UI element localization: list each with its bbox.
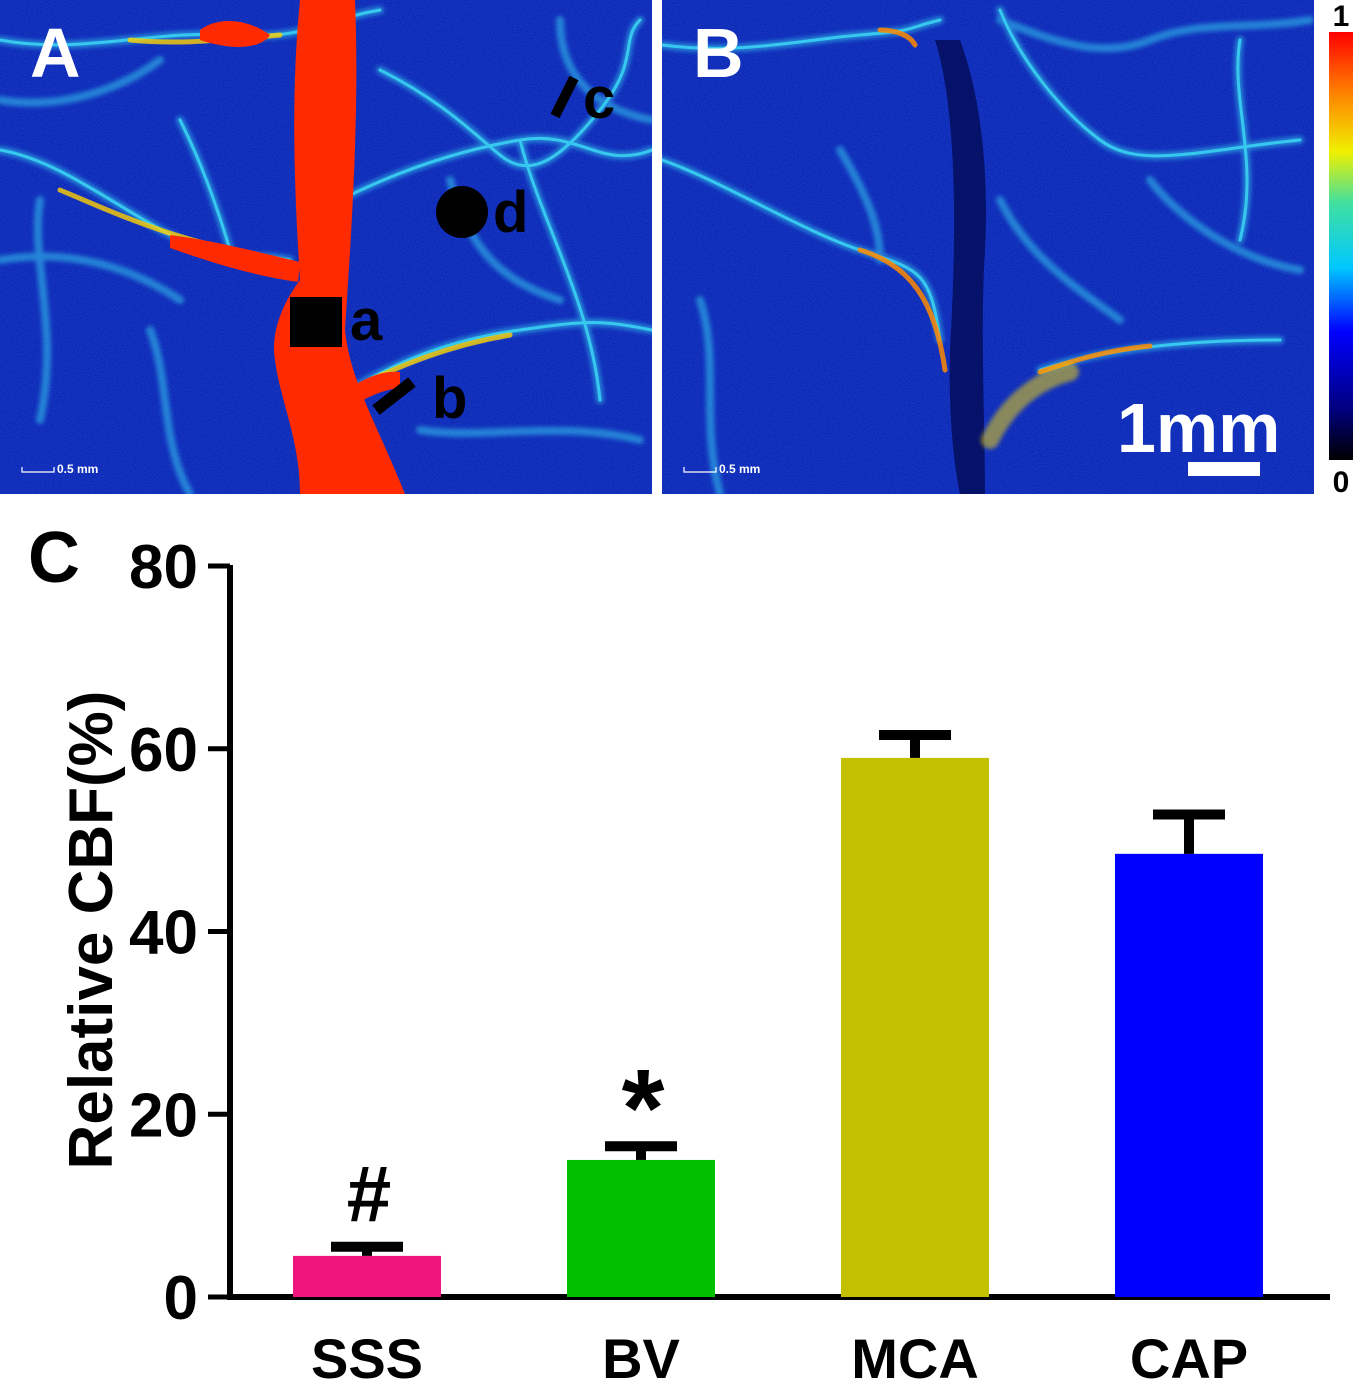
y-tick-label: 60 [129,716,198,785]
panel-a-mini-scale-bar [21,467,55,473]
colorbar [1329,32,1353,460]
marker-c-bar [550,75,579,119]
marker-b-label: b [432,366,467,431]
x-tick-labels: SSS BV MCA CAP [311,1327,1248,1390]
marker-a-label: a [350,288,383,353]
y-ticks: 0 20 40 60 80 [129,533,230,1333]
x-tick-label-sss: SSS [311,1327,423,1390]
panel-c-label: C [28,518,80,598]
marker-a-square [290,297,342,347]
bars: #* [293,730,1263,1297]
panel-b-mini-scale-bar [683,467,717,473]
marker-b-bar [372,377,416,415]
panel-b-scale-bar-label: 1mm [1117,389,1280,467]
x-tick-label-bv: BV [602,1327,680,1390]
panel-a-image: a b c d 0.5 mm [0,0,652,494]
y-axis-label: Relative CBF(%) [57,691,126,1170]
y-tick-label: 20 [129,1081,198,1150]
colorbar-max-label: 1 [1333,0,1350,33]
y-tick-label: 80 [129,533,198,602]
significance-marker-bv: * [622,1047,665,1170]
marker-d-label: d [493,180,528,245]
x-tick-label-mca: MCA [851,1327,979,1390]
bar-mca [841,757,989,1297]
x-tick-label-cap: CAP [1130,1327,1248,1390]
y-tick-label: 0 [164,1264,198,1333]
panel-a-scale-text: 0.5 mm [57,462,98,476]
marker-c-label: c [583,66,615,131]
panel-b-label: B [693,14,744,92]
bar-cap [1115,853,1263,1297]
y-tick-label: 40 [129,899,198,968]
panel-b-scale-text: 0.5 mm [719,462,760,476]
bar-bv [567,1159,715,1297]
panel-a-vessels [0,0,652,494]
panel-b-image: 0.5 mm 1mm [662,0,1314,494]
panel-b-dark-sinus [935,40,986,494]
colorbar-min-label: 0 [1333,466,1350,499]
significance-marker-sss: # [347,1150,392,1239]
marker-d-circle [436,186,488,238]
panel-a-label: A [30,14,81,92]
bar-sss [293,1255,441,1297]
panel-b-scale-bar [1188,462,1260,476]
